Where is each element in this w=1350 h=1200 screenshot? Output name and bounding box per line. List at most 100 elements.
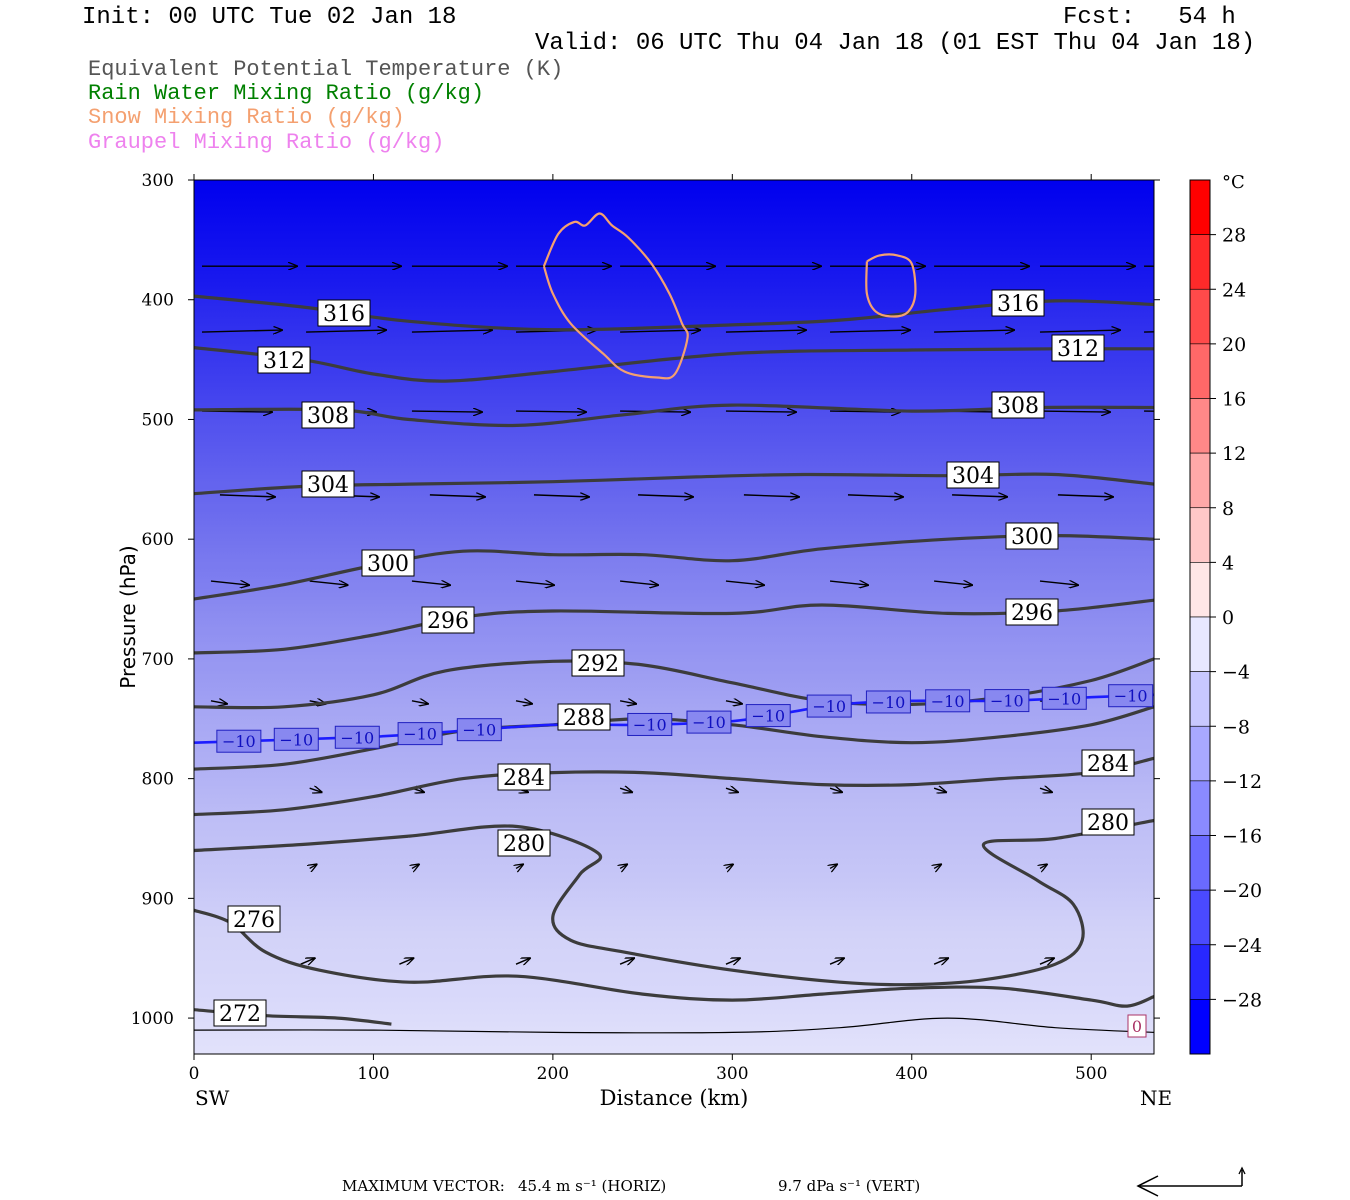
isotherm-label: −10 <box>990 692 1024 711</box>
contour-label-box <box>946 461 1000 489</box>
contour-label-288: 288 <box>563 706 605 731</box>
contour-label-312: 312 <box>263 349 305 374</box>
wind-vector <box>829 788 842 792</box>
colorbar-bin <box>1189 234 1211 290</box>
colorbar-tick-label: 28 <box>1222 225 1246 247</box>
wind-vector <box>533 495 589 497</box>
contour-label-284: 284 <box>1087 752 1129 777</box>
colorbar-bin <box>1189 343 1211 399</box>
surface-line <box>194 1017 1154 1034</box>
wind-vector <box>619 701 636 704</box>
colorbar-tick-label: −28 <box>1222 989 1262 1011</box>
theta-e-contour-296 <box>194 598 1154 655</box>
isotherm-label-box <box>865 690 911 714</box>
isotherm-label-box <box>456 718 502 742</box>
y-axis-label: Pressure (hPa) <box>116 545 140 688</box>
wind-vector <box>620 581 658 585</box>
colorbar-bin <box>1189 562 1211 618</box>
colorbar-tick-label: 16 <box>1222 389 1246 411</box>
forecast-hour: Fcst: 54 h <box>1063 4 1236 31</box>
max-horiz-vector: 45.4 m s⁻¹ (HORIZ) <box>518 1177 667 1195</box>
x-tick-label: 300 <box>716 1064 748 1084</box>
isotherm-label: −10 <box>1047 689 1081 708</box>
contour-label-276: 276 <box>233 908 275 933</box>
contour-label-box <box>361 549 415 577</box>
colorbar-bin <box>1189 999 1211 1055</box>
contour-label-box <box>213 999 267 1027</box>
colorbar-tick-label: 20 <box>1222 334 1246 356</box>
wind-vector <box>847 495 903 497</box>
contour-label-316: 316 <box>323 302 365 327</box>
wind-vector <box>306 330 386 332</box>
colorbar-bin <box>1189 671 1211 727</box>
legend-snow: Snow Mixing Ratio (g/kg) <box>88 105 405 130</box>
colorbar-tick-label: 24 <box>1222 279 1246 301</box>
theta-e-contour-284 <box>194 756 1154 817</box>
wind-vector <box>725 788 738 792</box>
contour-label-296: 296 <box>427 609 469 634</box>
snow-contour <box>865 253 917 318</box>
contour-label-284: 284 <box>503 766 545 791</box>
theta-e-contour-312 <box>194 346 1154 383</box>
colorbar-bin <box>1189 725 1211 782</box>
colorbar-tick-label: −4 <box>1222 662 1250 684</box>
theta-e-contour-300 <box>194 534 1154 601</box>
wind-vector <box>726 864 733 868</box>
isotherm-label-box <box>334 725 380 749</box>
colorbar-tick-label: −16 <box>1222 826 1262 848</box>
snow-contour <box>542 212 689 380</box>
wind-vector <box>743 495 799 497</box>
y-tick-label: 1000 <box>131 1009 174 1029</box>
wind-vector <box>515 701 532 704</box>
isotherm-label-box <box>1041 686 1087 710</box>
isotherm-label-box <box>627 712 673 736</box>
legend-graupel: Graupel Mixing Ratio (g/kg) <box>88 130 445 155</box>
reference-vector <box>1136 1166 1246 1197</box>
x-tick-label: 200 <box>537 1064 569 1084</box>
colorbar-tick-label: −24 <box>1222 935 1262 957</box>
wind-vector <box>1039 411 1110 412</box>
wind-vector <box>1039 788 1052 792</box>
isotherm-label-box <box>806 694 852 718</box>
isotherm-label: −10 <box>751 707 785 726</box>
wind-vector <box>638 495 693 497</box>
contour-label-292: 292 <box>577 652 619 677</box>
colorbar-tick-label: 0 <box>1222 607 1234 629</box>
wind-vector <box>515 958 530 964</box>
colorbar-tick-label: 4 <box>1222 552 1234 574</box>
y-tick-label: 300 <box>142 171 174 191</box>
wind-vector <box>411 701 428 704</box>
colorbar-bin <box>1189 179 1211 235</box>
plot-frame <box>193 179 1155 1055</box>
wind-vector <box>516 864 523 868</box>
wind-vector <box>1057 495 1113 497</box>
contour-label-304: 304 <box>307 473 349 498</box>
isotherm-label-box <box>273 727 319 751</box>
colorbar-bin <box>1189 507 1211 563</box>
colorbar-bin <box>1189 944 1211 1000</box>
wind-vector <box>829 581 868 585</box>
isotherm-label-box <box>745 704 791 728</box>
colorbar-bin <box>1189 889 1211 946</box>
wind-vector <box>725 958 740 964</box>
sw-label: SW <box>195 1086 230 1110</box>
colorbar-bin <box>1189 288 1211 345</box>
isotherm-label: −10 <box>222 732 256 751</box>
contour-label-box <box>571 649 625 677</box>
max-vector-label: MAXIMUM VECTOR: <box>342 1177 505 1195</box>
y-tick-label: 800 <box>142 770 174 790</box>
contour-label-box <box>1081 808 1135 836</box>
contour-label-300: 300 <box>367 552 409 577</box>
zero-label-box <box>1127 1014 1147 1038</box>
contour-label-312: 312 <box>1057 337 1099 362</box>
x-tick-label: 500 <box>1075 1064 1107 1084</box>
isotherm-label: −10 <box>633 715 667 734</box>
theta-band <box>194 296 1154 1054</box>
contour-label-box <box>317 299 371 327</box>
wind-vector <box>725 701 742 704</box>
isotherm-label-box <box>686 710 732 734</box>
isotherm-label: −10 <box>931 692 965 711</box>
y-tick-label: 600 <box>142 530 174 550</box>
colorbar-bin <box>1189 780 1211 836</box>
